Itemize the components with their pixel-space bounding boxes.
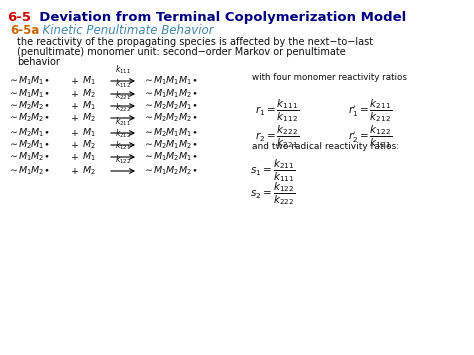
Text: 6-5: 6-5	[7, 11, 31, 24]
Text: $r_2 = \dfrac{k_{222}}{k_{221}}$: $r_2 = \dfrac{k_{222}}{k_{221}}$	[255, 123, 299, 150]
Text: $\sim\!M_2M_1\!\bullet$: $\sim\!M_2M_1\!\bullet$	[8, 139, 50, 151]
Text: $M_2$: $M_2$	[82, 139, 96, 151]
Text: $\sim\!M_2M_1M_1\!\bullet$: $\sim\!M_2M_1M_1\!\bullet$	[143, 127, 198, 139]
Text: $M_2$: $M_2$	[82, 112, 96, 124]
Text: $s_1 = \dfrac{k_{211}}{k_{111}}$: $s_1 = \dfrac{k_{211}}{k_{111}}$	[250, 157, 295, 184]
Text: $\sim\!M_2M_1\!\bullet$: $\sim\!M_2M_1\!\bullet$	[8, 127, 50, 139]
Text: $+$: $+$	[70, 140, 79, 150]
Text: $\sim\!M_1M_1M_1\!\bullet$: $\sim\!M_1M_1M_1\!\bullet$	[143, 75, 198, 87]
Text: $\sim\!M_2M_2M_1\!\bullet$: $\sim\!M_2M_2M_1\!\bullet$	[143, 100, 198, 112]
Text: $+$: $+$	[70, 113, 79, 123]
Text: $M_1$: $M_1$	[82, 75, 96, 87]
Text: $+$: $+$	[70, 76, 79, 86]
Text: $\sim\!M_2M_2\!\bullet$: $\sim\!M_2M_2\!\bullet$	[8, 100, 50, 112]
Text: behavior: behavior	[17, 57, 60, 67]
Text: $M_1$: $M_1$	[82, 151, 96, 163]
Text: with four monomer reactivity ratios: with four monomer reactivity ratios	[252, 73, 407, 82]
Text: $\sim\!M_1M_1\!\bullet$: $\sim\!M_1M_1\!\bullet$	[8, 88, 50, 100]
Text: $k_{221}$: $k_{221}$	[115, 89, 131, 102]
Text: and two radical reactivity ratios:: and two radical reactivity ratios:	[252, 142, 399, 151]
Text: $r_2' = \dfrac{k_{122}}{k_{121}}$: $r_2' = \dfrac{k_{122}}{k_{121}}$	[348, 123, 392, 150]
Text: $+$: $+$	[70, 101, 79, 111]
Text: $r_1' = \dfrac{k_{211}}{k_{212}}$: $r_1' = \dfrac{k_{211}}{k_{212}}$	[348, 97, 392, 124]
Text: $\sim\!M_2M_2M_2\!\bullet$: $\sim\!M_2M_2M_2\!\bullet$	[143, 112, 198, 124]
Text: $\sim\!M_1M_1M_2\!\bullet$: $\sim\!M_1M_1M_2\!\bullet$	[143, 88, 198, 100]
Text: 6-5a: 6-5a	[10, 24, 39, 37]
Text: $k_{112}$: $k_{112}$	[115, 77, 131, 89]
Text: $+$: $+$	[70, 128, 79, 138]
Text: $+$: $+$	[70, 89, 79, 99]
Text: $\sim\!M_1M_2M_1\!\bullet$: $\sim\!M_1M_2M_1\!\bullet$	[143, 151, 198, 163]
Text: $\sim\!M_1M_2M_2\!\bullet$: $\sim\!M_1M_2M_2\!\bullet$	[143, 165, 198, 177]
Text: $M_1$: $M_1$	[82, 127, 96, 139]
Text: Deviation from Terminal Copolymerization Model: Deviation from Terminal Copolymerization…	[30, 11, 406, 24]
Text: $k_{121}$: $k_{121}$	[115, 140, 131, 153]
Text: $+$: $+$	[70, 166, 79, 176]
Text: $\sim\!M_2M_2\!\bullet$: $\sim\!M_2M_2\!\bullet$	[8, 112, 50, 124]
Text: $\sim\!M_2M_1M_2\!\bullet$: $\sim\!M_2M_1M_2\!\bullet$	[143, 139, 198, 151]
Text: $k_{211}$: $k_{211}$	[115, 116, 131, 129]
Text: $\sim\!M_1M_2\!\bullet$: $\sim\!M_1M_2\!\bullet$	[8, 165, 50, 177]
Text: Kinetic Penultimate Behavior: Kinetic Penultimate Behavior	[35, 24, 214, 37]
Text: $M_2$: $M_2$	[82, 88, 96, 100]
Text: $s_2 = \dfrac{k_{122}}{k_{222}}$: $s_2 = \dfrac{k_{122}}{k_{222}}$	[250, 180, 295, 207]
Text: $r_1 = \dfrac{k_{111}}{k_{112}}$: $r_1 = \dfrac{k_{111}}{k_{112}}$	[255, 97, 299, 124]
Text: $\sim\!M_1M_2\!\bullet$: $\sim\!M_1M_2\!\bullet$	[8, 151, 50, 163]
Text: $k_{222}$: $k_{222}$	[115, 101, 131, 114]
Text: $k_{212}$: $k_{212}$	[115, 128, 131, 141]
Text: $k_{111}$: $k_{111}$	[115, 64, 131, 76]
Text: $M_2$: $M_2$	[82, 165, 96, 177]
Text: $M_1$: $M_1$	[82, 100, 96, 112]
Text: $\sim\!M_1M_1\!\bullet$: $\sim\!M_1M_1\!\bullet$	[8, 75, 50, 87]
Text: (penultimate) monomer unit: second−order Markov or penultimate: (penultimate) monomer unit: second−order…	[17, 47, 346, 57]
Text: $k_{122}$: $k_{122}$	[115, 154, 131, 166]
Text: $+$: $+$	[70, 152, 79, 162]
Text: the reactivity of the propagating species is affected by the next−to−last: the reactivity of the propagating specie…	[17, 37, 373, 47]
